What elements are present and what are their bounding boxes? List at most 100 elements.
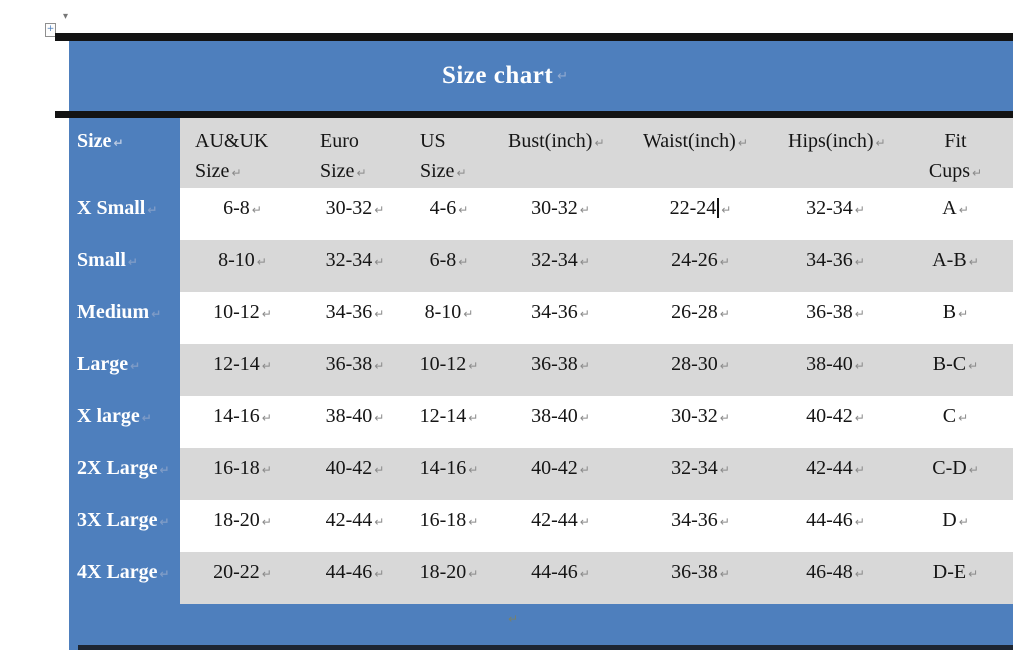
title-divider-bottom <box>55 111 1013 118</box>
end-of-cell-mark: ↵ <box>854 567 865 581</box>
table-cell[interactable]: 8-10 ↵ <box>405 292 493 344</box>
end-of-cell-mark: ↵ <box>468 515 479 529</box>
table-cell[interactable]: 22-24 ↵ <box>628 188 773 240</box>
table-cell[interactable]: 32-34 ↵ <box>628 448 773 500</box>
end-of-cell-mark: ↵ <box>356 166 367 180</box>
table-row: 2X Large ↵ 16-18 ↵ 40-42 ↵ 14-16 ↵ 40-42 ↵ 32-34 ↵ 4… <box>69 448 1013 500</box>
end-of-cell-mark: ↵ <box>261 359 272 373</box>
end-of-cell-mark: ↵ <box>579 203 590 217</box>
table-cell[interactable]: 16-18 ↵ <box>405 500 493 552</box>
table-cell[interactable]: 30-32 ↵ <box>493 188 628 240</box>
table-cell[interactable]: 34-36 ↵ <box>773 240 898 292</box>
table-cell[interactable]: 36-38 ↵ <box>305 344 405 396</box>
table-cell[interactable]: 12-14 ↵ <box>405 396 493 448</box>
end-of-cell-mark: ↵ <box>251 203 262 217</box>
table-cell[interactable]: 14-16 ↵ <box>405 448 493 500</box>
end-of-cell-mark: ↵ <box>579 567 590 581</box>
table-cell[interactable]: 24-26 ↵ <box>628 240 773 292</box>
table-cell[interactable]: 34-36 ↵ <box>305 292 405 344</box>
table-cell[interactable]: 6-8 ↵ <box>405 240 493 292</box>
table-cell[interactable]: D ↵ <box>898 500 1013 552</box>
end-of-cell-mark: ↵ <box>854 411 865 425</box>
row-label[interactable]: Small ↵ <box>77 249 138 271</box>
table-cell[interactable]: 18-20 ↵ <box>405 552 493 604</box>
table-cell[interactable]: 10-12 ↵ <box>405 344 493 396</box>
table-cell[interactable]: 28-30 ↵ <box>628 344 773 396</box>
table-cell[interactable]: 38-40 ↵ <box>773 344 898 396</box>
table-cell[interactable]: 38-40 ↵ <box>493 396 628 448</box>
end-of-cell-mark: ↵ <box>113 136 124 150</box>
row-label[interactable]: 2X Large ↵ <box>77 457 170 479</box>
table-row: 4X Large ↵ 20-22 ↵ 44-46 ↵ 18-20 ↵ 44-46 ↵ 36-38 ↵ 4… <box>69 552 1013 604</box>
column-header[interactable]: Bust(inch) ↵ <box>493 118 628 188</box>
size-chart-table-area: Size ↵ AU&UK Size ↵ Euro Size ↵ US Size ↵ Bust(i… <box>69 118 1013 650</box>
column-header[interactable]: AU&UK Size ↵ <box>180 118 305 188</box>
row-label[interactable]: 3X Large ↵ <box>77 509 170 531</box>
end-of-cell-mark: ↵ <box>374 567 385 581</box>
table-cell[interactable]: 36-38 ↵ <box>493 344 628 396</box>
column-header[interactable]: Fit Cups ↵ <box>898 118 1013 188</box>
table-cell[interactable]: 12-14 ↵ <box>180 344 305 396</box>
table-cell[interactable]: 34-36 ↵ <box>493 292 628 344</box>
table-cell[interactable]: 6-8 ↵ <box>180 188 305 240</box>
end-of-cell-mark: ↵ <box>719 307 730 321</box>
table-cell[interactable]: C-D ↵ <box>898 448 1013 500</box>
row-label[interactable]: Medium ↵ <box>77 301 162 323</box>
table-cell[interactable]: 30-32 ↵ <box>305 188 405 240</box>
table-cell[interactable]: 32-34 ↵ <box>493 240 628 292</box>
table-move-handle-icon[interactable]: + <box>45 23 56 37</box>
end-of-cell-mark: ↵ <box>147 203 158 217</box>
table-cell[interactable]: 10-12 ↵ <box>180 292 305 344</box>
table-cell[interactable]: 38-40 ↵ <box>305 396 405 448</box>
table-cell[interactable]: 44-46 ↵ <box>773 500 898 552</box>
table-cell[interactable]: 42-44 ↵ <box>305 500 405 552</box>
table-cell[interactable]: A ↵ <box>898 188 1013 240</box>
table-cell[interactable]: 8-10 ↵ <box>180 240 305 292</box>
table-cell[interactable]: 26-28 ↵ <box>628 292 773 344</box>
table-cell[interactable]: 44-46 ↵ <box>305 552 405 604</box>
table-cell[interactable]: 16-18 ↵ <box>180 448 305 500</box>
end-of-cell-mark: ↵ <box>972 166 983 180</box>
end-of-cell-mark: ↵ <box>374 307 385 321</box>
table-cell[interactable]: B ↵ <box>898 292 1013 344</box>
table-row: Medium ↵ 10-12 ↵ 34-36 ↵ 8-10 ↵ 34-36 ↵ 26-28 ↵ 36-3… <box>69 292 1013 344</box>
column-header[interactable]: Waist(inch) ↵ <box>628 118 773 188</box>
table-cell[interactable]: 18-20 ↵ <box>180 500 305 552</box>
table-cell[interactable]: 32-34 ↵ <box>305 240 405 292</box>
row-label[interactable]: Large ↵ <box>77 353 141 375</box>
table-cell[interactable]: C ↵ <box>898 396 1013 448</box>
column-header[interactable]: US Size ↵ <box>405 118 493 188</box>
table-cell[interactable]: B-C ↵ <box>898 344 1013 396</box>
table-cell[interactable]: 36-38 ↵ <box>628 552 773 604</box>
column-header[interactable]: Hips(inch) ↵ <box>773 118 898 188</box>
end-of-cell-mark: ↵ <box>958 411 969 425</box>
table-cell[interactable]: 42-44 ↵ <box>773 448 898 500</box>
column-header[interactable]: Size ↵ <box>77 130 124 152</box>
row-label[interactable]: X Small ↵ <box>77 197 158 219</box>
table-cell[interactable]: 42-44 ↵ <box>493 500 628 552</box>
table-title[interactable]: Size chart <box>441 62 554 89</box>
table-cell[interactable]: 40-42 ↵ <box>773 396 898 448</box>
table-cell[interactable]: 32-34 ↵ <box>773 188 898 240</box>
column-header[interactable]: Euro Size ↵ <box>305 118 405 188</box>
table-cell[interactable]: 40-42 ↵ <box>305 448 405 500</box>
table-cell[interactable]: 4-6 ↵ <box>405 188 493 240</box>
row-label[interactable]: X large ↵ <box>77 405 152 427</box>
table-cell[interactable]: 34-36 ↵ <box>628 500 773 552</box>
end-of-cell-mark: ↵ <box>594 136 605 150</box>
table-cell[interactable]: 46-48 ↵ <box>773 552 898 604</box>
table-cell[interactable]: 40-42 ↵ <box>493 448 628 500</box>
row-label[interactable]: 4X Large ↵ <box>77 561 170 583</box>
end-of-cell-mark: ↵ <box>468 463 479 477</box>
table-cell[interactable]: 30-32 ↵ <box>628 396 773 448</box>
table-cell[interactable]: 20-22 ↵ <box>180 552 305 604</box>
end-of-cell-mark: ↵ <box>958 515 969 529</box>
table-cell[interactable]: 44-46 ↵ <box>493 552 628 604</box>
table-cell[interactable]: 14-16 ↵ <box>180 396 305 448</box>
table-cell[interactable]: 36-38 ↵ <box>773 292 898 344</box>
table-cell[interactable]: A-B ↵ <box>898 240 1013 292</box>
table-cell[interactable]: D-E ↵ <box>898 552 1013 604</box>
table-row: X large ↵ 14-16 ↵ 38-40 ↵ 12-14 ↵ 38-40 ↵ 30-32 ↵ 40… <box>69 396 1013 448</box>
end-of-cell-mark: ↵ <box>141 411 152 425</box>
end-of-cell-mark: ↵ <box>159 567 170 581</box>
